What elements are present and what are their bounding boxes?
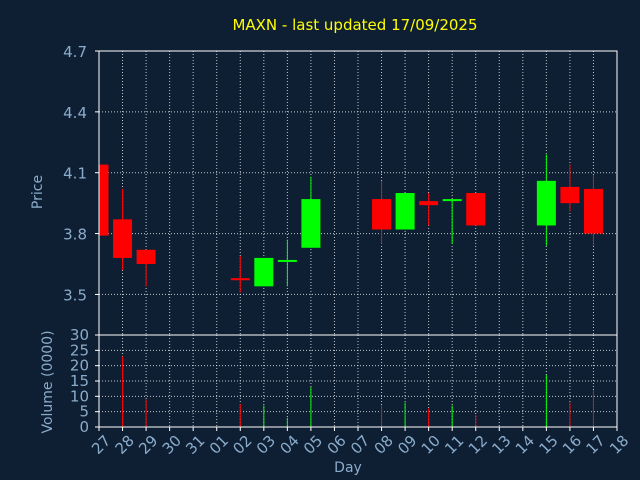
price-tick-label: 3.5 <box>63 286 87 304</box>
candle-body <box>136 249 156 264</box>
price-tick-label: 4.4 <box>63 104 87 122</box>
candle-body <box>301 199 321 248</box>
candle-body <box>583 188 603 234</box>
volume-tick-label: 30 <box>70 326 89 344</box>
price-tick-label: 4.7 <box>63 43 87 61</box>
candle-body <box>372 199 392 230</box>
volume-tick-label: 15 <box>70 372 89 390</box>
volume-tick-label: 0 <box>79 418 89 436</box>
candle-body <box>395 193 415 230</box>
candle-body <box>466 193 486 226</box>
volume-tick-label: 5 <box>79 403 89 421</box>
chart-title: MAXN - last updated 17/09/2025 <box>232 16 477 34</box>
volume-bars <box>122 356 594 427</box>
candle-body <box>560 186 580 204</box>
price-axis-label: Price <box>30 175 46 209</box>
volume-tick-label: 10 <box>70 387 89 405</box>
price-tick-label: 3.8 <box>63 226 87 244</box>
candle-body <box>99 164 109 236</box>
candle-body <box>442 199 462 202</box>
candle-body <box>277 259 297 262</box>
x-axis-label: Day <box>334 460 362 476</box>
candle-body <box>254 257 274 287</box>
candle-body <box>230 278 250 281</box>
price-ticks: 3.5 3.8 4.1 4.4 4.7 <box>63 43 99 304</box>
price-tick-label: 4.1 <box>63 165 87 183</box>
candles <box>98 154 603 293</box>
candle-body <box>536 180 556 226</box>
candle-body <box>113 219 133 258</box>
volume-axis-label: Volume (0000) <box>40 330 56 433</box>
candle-body <box>419 201 439 206</box>
volume-tick-label: 20 <box>70 357 89 375</box>
volume-tick-label: 25 <box>70 341 89 359</box>
